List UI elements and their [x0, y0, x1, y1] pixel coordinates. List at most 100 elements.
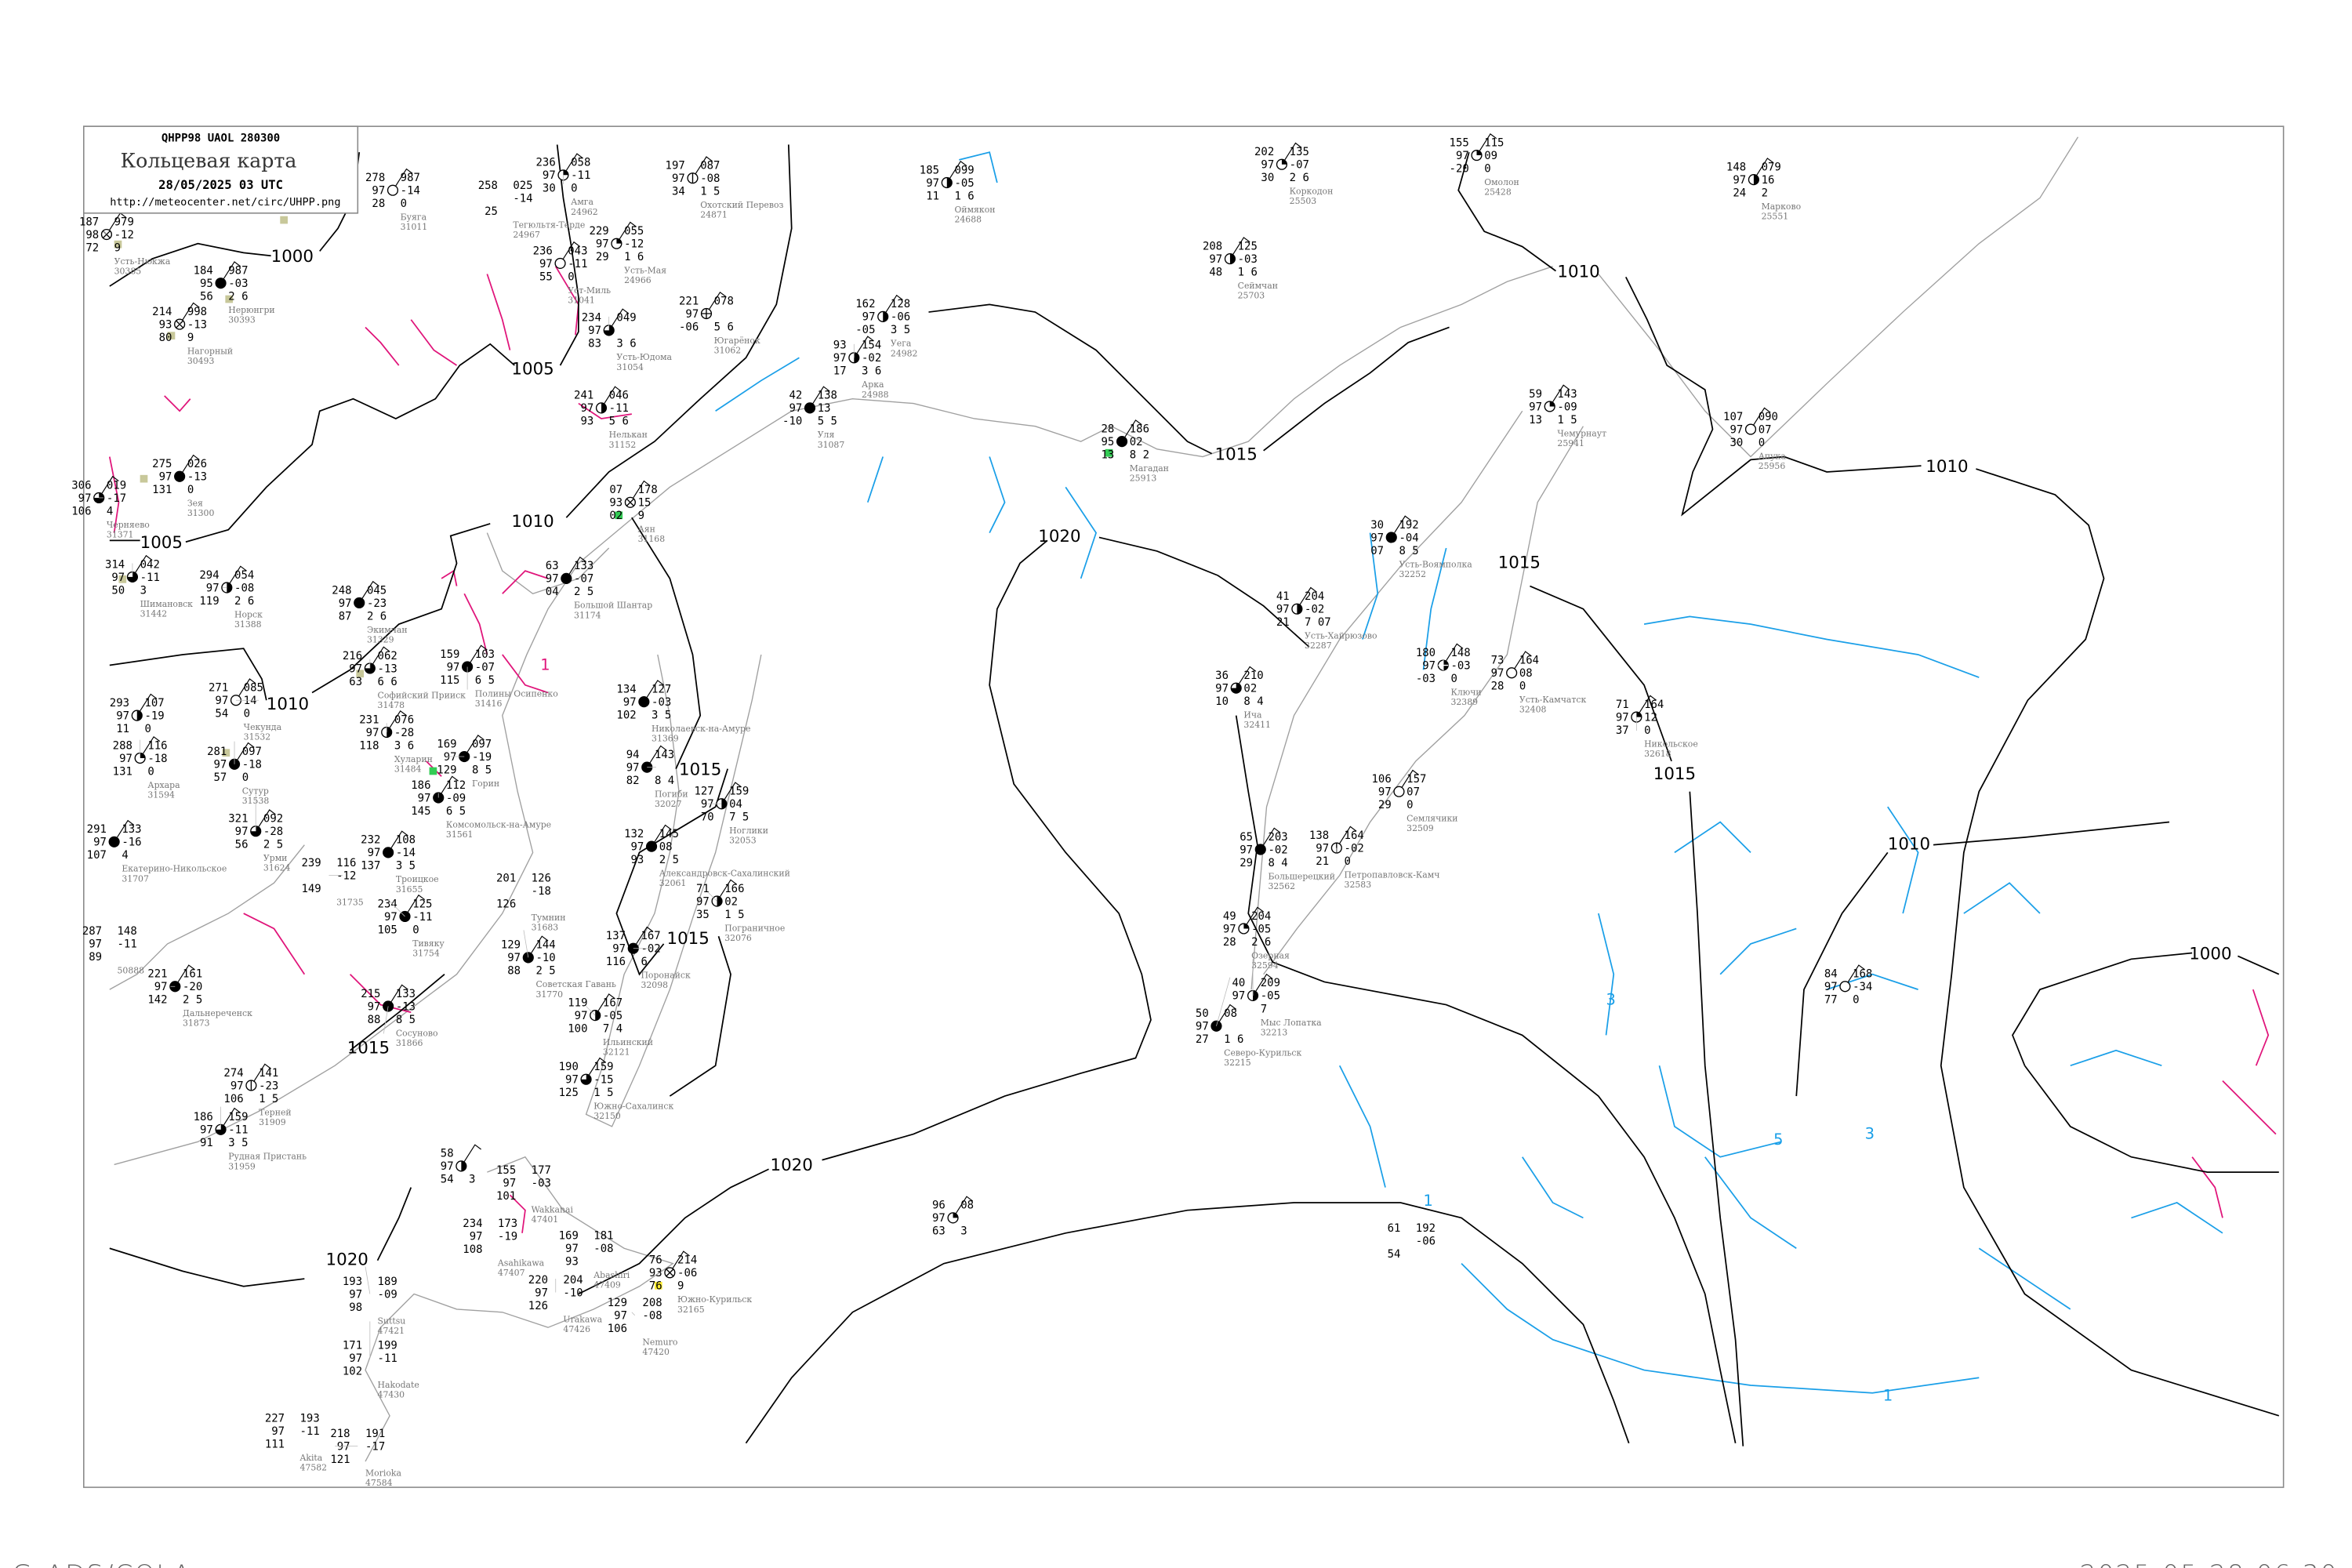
station-value-ml: 97 — [926, 177, 939, 190]
station-value-ml: 97 — [932, 1212, 946, 1225]
station-value-ml: 97 — [159, 471, 172, 484]
station-value-mr: -05 — [1251, 923, 1271, 935]
station-id: 47582 — [300, 1463, 328, 1473]
station-name: Троицкое — [396, 874, 439, 884]
station-value-ul: 155 — [496, 1164, 516, 1177]
station-value-ml: 97 — [1196, 1021, 1209, 1033]
station-value-ll: 87 — [339, 610, 352, 622]
temperature-contour-blue — [959, 151, 998, 183]
station-id: 32389 — [1450, 697, 1478, 707]
station-name: Nemuro — [642, 1338, 677, 1348]
temperature-contour-blue — [866, 456, 884, 503]
station-value-ll: 80 — [159, 332, 172, 344]
station-value-ul: 36 — [1215, 670, 1229, 682]
cloud-cover-overcast-icon — [108, 836, 120, 848]
wind-barb-icon — [565, 153, 584, 171]
station-value-lr: 3 5 — [396, 860, 416, 873]
station-value-lr: 2 5 — [263, 839, 283, 851]
station-value-ll: 04 — [546, 586, 559, 598]
station-value-mr: 07 — [1406, 786, 1420, 799]
station-value-ml: 97 — [614, 1310, 627, 1323]
station-value-ul: 138 — [1309, 829, 1329, 842]
station-value-ll: 35 — [696, 909, 710, 921]
wind-barb-icon — [135, 554, 153, 573]
cloud-cover-overcast-icon — [522, 952, 534, 964]
station-value-mr: -20 — [183, 981, 202, 993]
station-value-ml: 97 — [701, 798, 714, 811]
station-id: 32027 — [655, 799, 682, 809]
station-value-ul: 61 — [1388, 1222, 1401, 1235]
cloud-fill — [953, 1212, 958, 1218]
station-value-ml: 97 — [833, 352, 847, 365]
station-value-lr: 3 5 — [228, 1137, 248, 1149]
station-value-lr: 2 6 — [228, 291, 248, 303]
weather-marker — [225, 295, 234, 303]
station-value-mr: -06 — [677, 1267, 697, 1279]
station-value-ll: 145 — [411, 805, 430, 818]
station-value-ul: 231 — [359, 713, 379, 726]
isobar-line — [109, 242, 271, 287]
station-value-lr: 9 — [677, 1280, 684, 1293]
isobar-labels: 1000100510101005101010151015101510201020… — [140, 247, 2232, 1270]
station-leader-line — [523, 930, 529, 958]
station-value-ml: 97 — [626, 761, 640, 774]
isobar-label: 1015 — [347, 1039, 390, 1058]
isobar-line — [1530, 585, 1672, 762]
station-value-ll: 106 — [608, 1323, 627, 1335]
wind-barb-icon — [672, 1250, 690, 1269]
isobar-line — [565, 144, 793, 518]
station-id: 31624 — [263, 863, 291, 873]
station-value-ll: 30 — [1261, 172, 1274, 184]
station-value-ll: 107 — [87, 849, 107, 862]
wind-barb-icon — [238, 678, 256, 696]
wind-barb-icon — [1246, 906, 1264, 924]
wind-barb-icon — [633, 480, 651, 499]
station-id: 24988 — [862, 390, 889, 400]
station-id: 32509 — [1406, 823, 1434, 833]
station-value-ll: 102 — [343, 1365, 362, 1377]
station-id: 24966 — [624, 275, 652, 285]
isobar-line — [1940, 468, 2280, 1417]
station-id: 31866 — [396, 1038, 423, 1048]
station-value-ml: 97 — [1824, 981, 1838, 993]
station-id: 31152 — [609, 440, 637, 450]
station-value-ur: 090 — [1759, 411, 1778, 423]
contour-label: 1 — [1883, 1386, 1893, 1404]
isobar-line — [1795, 851, 1889, 1097]
station-value-ul: 49 — [1223, 910, 1236, 923]
temperature-contour-blue — [1658, 1065, 1782, 1158]
station-value-ur: 154 — [862, 339, 881, 352]
station-name: Чекунда — [244, 722, 282, 732]
station-name: Коркодон — [1290, 187, 1334, 197]
cloud-cover-overcast-icon — [215, 278, 227, 289]
station-name: Рудная Пристань — [228, 1152, 307, 1162]
station-value-ll: 116 — [606, 956, 626, 968]
wind-barb-icon — [389, 710, 407, 728]
station-value-ll: 82 — [626, 775, 640, 787]
station-value-ll: 21 — [1276, 616, 1290, 629]
station-value-ll: 100 — [568, 1023, 587, 1036]
station-value-mr: -12 — [114, 229, 134, 241]
station-name: Усть-Нюкжа — [114, 256, 171, 267]
station-value-lr: 2 5 — [535, 965, 555, 978]
station-id: 31594 — [147, 789, 175, 800]
station-value-lr: 1 6 — [624, 251, 644, 263]
station-value-ll: 10 — [1215, 695, 1229, 708]
station-id: 31168 — [638, 534, 666, 544]
wind-barb-icon — [531, 935, 549, 953]
station-value-mr: -03 — [532, 1178, 551, 1190]
station-value-ul: 215 — [361, 988, 380, 1000]
contour-label: 1 — [540, 655, 550, 673]
station-name: Нагорный — [187, 346, 233, 356]
temperature-contour-blue — [1643, 615, 1980, 678]
temperature-contour-blue — [1362, 532, 1379, 640]
station-value-mr: -03 — [652, 696, 671, 709]
